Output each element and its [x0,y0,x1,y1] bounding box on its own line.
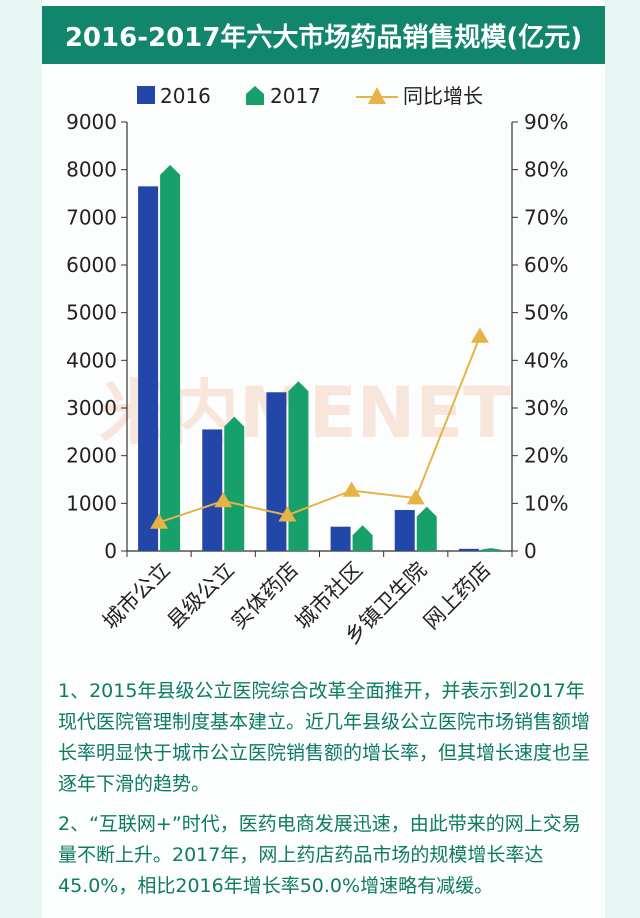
bar-2016 [138,186,159,551]
left-tick-label: 0 [104,539,117,563]
note-paragraph-2: 2、“互联网+”时代，医药电商发展迅速，由此带来的网上交易量不断上升。2017年… [58,813,581,897]
right-tick-label: 20% [524,444,568,468]
legend-swatch-2017 [246,86,264,105]
category-label: 县级公立 [162,558,238,634]
left-tick-label: 8000 [66,158,117,182]
legend-label-2016: 2016 [160,84,211,108]
note-paragraph-1: 1、2015年县级公立医院综合改革全面推开，并表示到2017年现代医院管理制度基… [58,680,591,795]
bar-2017 [480,548,501,551]
left-tick-label: 9000 [66,110,117,134]
category-label: 城市公立 [98,558,174,634]
left-tick-label: 6000 [66,253,117,277]
right-tick-label: 50% [524,301,568,325]
growth-point [278,506,297,522]
growth-point [342,481,361,497]
right-tick-label: 0 [524,539,537,563]
category-label: 网上药店 [419,558,495,634]
bar-2017 [224,416,245,551]
left-tick-label: 5000 [66,301,117,325]
right-tick-label: 80% [524,158,568,182]
legend-label-growth: 同比增长 [403,84,483,108]
bar-2017 [288,381,309,551]
right-tick-label: 30% [524,396,568,420]
bar-2016 [394,510,415,551]
growth-point [214,491,233,508]
notes-section: 1、2015年县级公立医院综合改革全面推开，并表示到2017年现代医院管理制度基… [58,676,598,911]
bar-2017 [352,525,373,551]
growth-line [158,336,481,524]
growth-point [150,513,169,529]
left-tick-label: 2000 [66,444,117,468]
growth-point [406,489,425,505]
chart-title: 2016-2017年六大市场药品销售规模(亿元) [42,6,605,64]
content-panel [42,0,605,918]
right-tick-label: 60% [524,253,568,277]
growth-point [470,327,489,343]
category-label: 实体药店 [227,558,303,634]
right-tick-label: 40% [524,348,568,372]
left-tick-label: 1000 [66,491,117,515]
bar-2017 [160,164,181,551]
legend-marker-growth [368,87,386,104]
legend-swatch-2016 [137,86,155,104]
left-tick-label: 4000 [66,348,117,372]
bar-2016 [202,429,223,551]
left-tick-label: 3000 [66,396,117,420]
bar-2016 [266,392,287,551]
legend-label-2017: 2017 [270,84,321,108]
right-tick-label: 70% [524,205,568,229]
right-tick-label: 10% [524,491,568,515]
bar-2016 [458,548,479,551]
chart-area: 米内MENET010002000300040005000600070008000… [66,84,568,649]
bar-2016 [330,526,351,551]
bar-2017 [416,506,437,551]
right-tick-label: 90% [524,110,568,134]
left-tick-label: 7000 [66,205,117,229]
